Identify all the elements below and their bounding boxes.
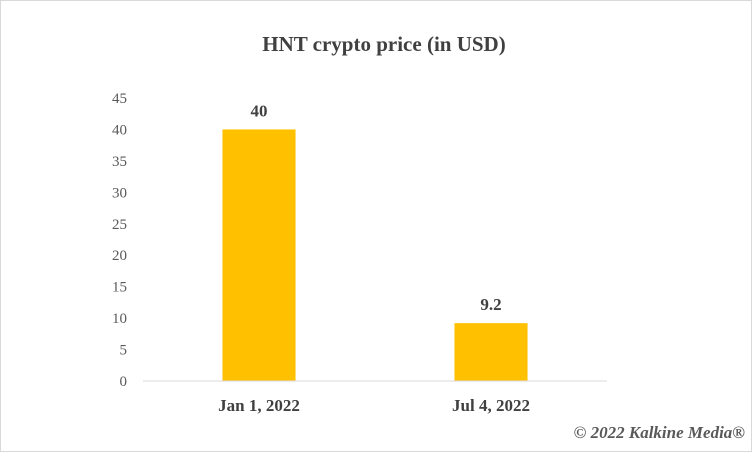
bar [454, 323, 528, 381]
x-tick-label: Jan 1, 2022 [218, 396, 300, 415]
y-tick-label: 35 [112, 154, 127, 170]
y-axis: 0 5 10 15 20 25 30 35 40 45 [112, 91, 127, 390]
y-tick-label: 40 [112, 122, 127, 138]
bars: 409.2 [222, 101, 528, 381]
bar [222, 129, 296, 381]
y-tick-label: 45 [112, 91, 127, 107]
data-label: 40 [251, 101, 268, 120]
y-tick-label: 5 [120, 343, 128, 359]
chart-title: HNT crypto price (in USD) [262, 32, 505, 56]
y-tick-label: 15 [112, 280, 127, 296]
y-tick-label: 30 [112, 185, 127, 201]
y-tick-label: 20 [112, 248, 127, 264]
data-label: 9.2 [480, 295, 501, 314]
y-tick-label: 0 [120, 374, 128, 390]
x-axis: Jan 1, 2022 Jul 4, 2022 [143, 380, 607, 415]
x-tick-label: Jul 4, 2022 [452, 396, 530, 415]
y-tick-label: 25 [112, 217, 127, 233]
y-tick-label: 10 [112, 311, 127, 327]
copyright-credit: © 2022 Kalkine Media® [573, 423, 745, 442]
